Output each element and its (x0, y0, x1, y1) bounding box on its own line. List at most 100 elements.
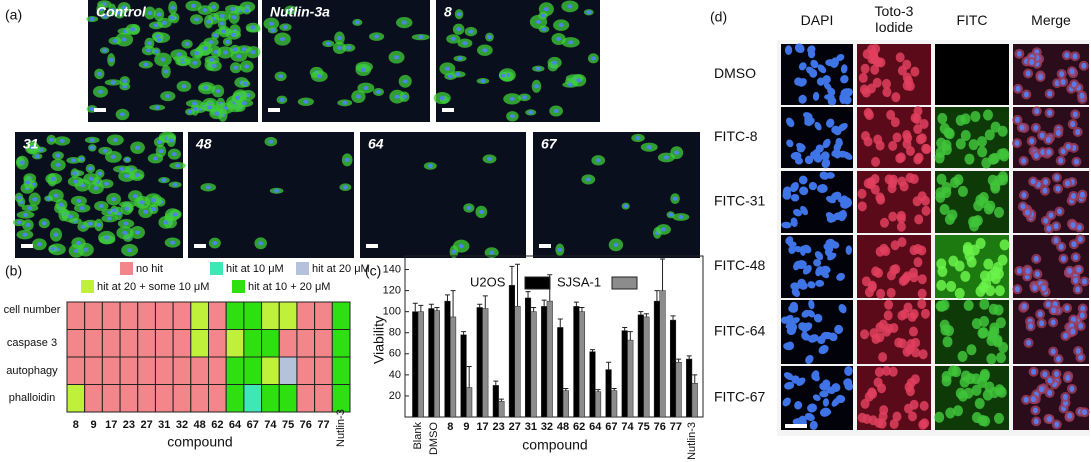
nucleus (355, 94, 361, 99)
nucleus (231, 15, 237, 20)
nucleus (172, 182, 178, 187)
nucleus (903, 403, 913, 414)
nucleus (1060, 255, 1066, 262)
nucleus (1038, 386, 1044, 393)
heatmap-cell (137, 301, 156, 330)
nucleus (678, 214, 684, 219)
micrograph (533, 132, 700, 258)
error-bar (493, 380, 499, 386)
nucleus (122, 78, 128, 83)
nucleus (1043, 217, 1049, 224)
nucleus (282, 25, 288, 30)
nucleus (1057, 208, 1063, 215)
heatmap-cell (190, 384, 209, 413)
bar (573, 306, 580, 418)
bar (589, 351, 596, 418)
cell (977, 146, 988, 158)
nucleus (842, 88, 853, 98)
scale-bar (94, 108, 106, 112)
nucleus (1056, 355, 1062, 362)
cell (962, 244, 973, 256)
nucleus (202, 46, 208, 51)
x-tick-label: 74 (621, 421, 634, 433)
nucleus (1071, 241, 1077, 248)
legend-label: hit at 20 μM (312, 263, 370, 275)
cell (978, 327, 989, 339)
nucleus (89, 106, 95, 111)
nucleus (205, 185, 211, 190)
cell (936, 173, 947, 185)
nucleus (1062, 394, 1068, 401)
nucleus (342, 100, 348, 105)
nucleus (817, 64, 827, 74)
heatmap-cell (225, 301, 245, 330)
nucleus (363, 85, 369, 90)
error-bar (531, 306, 537, 312)
nucleus (163, 220, 169, 225)
error-bar (434, 306, 440, 311)
micrograph (360, 132, 526, 258)
x-tick-label: 17 (476, 421, 488, 433)
row-label: autophagy (6, 364, 58, 377)
nucleus (785, 321, 795, 329)
nucleus (820, 151, 830, 161)
nucleus (156, 37, 162, 42)
heatmap-cell (172, 301, 192, 330)
heatmap-cell (66, 329, 86, 358)
nucleus (268, 139, 274, 144)
cell (983, 258, 994, 270)
nucleus (894, 337, 904, 348)
nucleus (124, 157, 130, 162)
nucleus (402, 79, 408, 84)
cell (971, 384, 982, 396)
cell (955, 114, 966, 126)
nucleus (863, 107, 873, 118)
nucleus (790, 182, 799, 193)
nucleus (922, 144, 932, 155)
error-bar (450, 290, 456, 317)
nucleus (25, 222, 31, 227)
nucleus (876, 288, 886, 299)
nucleus (112, 38, 118, 43)
x-tick-label: 77 (670, 421, 682, 433)
nucleus (568, 40, 574, 45)
nucleus (668, 212, 674, 217)
error-bar (589, 349, 595, 352)
column-label: 23 (123, 419, 135, 431)
nucleus (203, 85, 209, 90)
micrograph (857, 106, 932, 168)
nucleus (112, 138, 118, 143)
nucleus (860, 63, 870, 74)
cell (977, 377, 988, 389)
cell (983, 109, 994, 121)
nucleus (23, 212, 29, 217)
nucleus (1069, 68, 1075, 75)
bar (482, 308, 489, 418)
nucleus (1080, 305, 1086, 312)
scale-bar (366, 244, 378, 248)
nucleus (134, 230, 140, 235)
nucleus (1064, 180, 1070, 187)
y-tick-label: 100 (383, 306, 401, 318)
nucleus (837, 211, 847, 222)
nucleus (439, 96, 445, 101)
nucleus (794, 77, 803, 86)
micrograph (935, 171, 1009, 233)
legend-swatch (524, 276, 551, 290)
nucleus (1070, 121, 1076, 128)
heatmap-cell (314, 384, 333, 413)
error-bar (676, 358, 682, 363)
nucleus (825, 212, 835, 221)
row-label: FITC-64 (714, 323, 766, 339)
nucleus (910, 66, 920, 77)
nucleus (72, 171, 78, 176)
nucleus (786, 117, 795, 128)
nucleus (786, 341, 795, 350)
nucleus (882, 326, 892, 337)
nucleus (543, 7, 549, 12)
heatmap-cell (225, 384, 245, 413)
cell (954, 287, 965, 299)
nucleus (34, 154, 40, 159)
micrograph (781, 43, 853, 106)
nucleus (843, 197, 852, 208)
